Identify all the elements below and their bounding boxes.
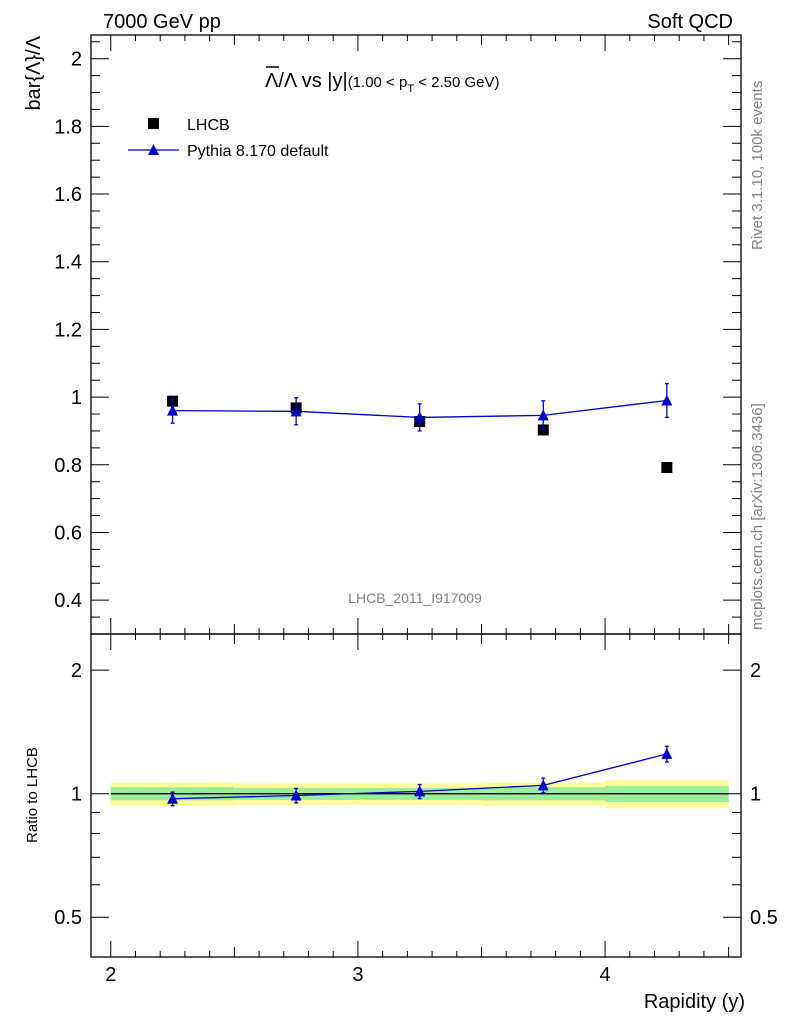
analysis-watermark: LHCB_2011_I917009 [348,590,482,606]
main-title: Λ/Λ vs |y|(1.00 < pT < 2.50 GeV) [265,70,500,95]
ratio-ylabel: Ratio to LHCB [24,747,41,843]
ratio-pythia-point-0 [167,792,179,804]
ratio-ytick-label-right-1: 1 [750,784,761,806]
legend-marker-lhcb [148,118,159,129]
x-axis-label: Rapidity (y) [644,991,745,1013]
main-pythia-point-4 [661,394,673,406]
main-ytick-label-1: 0.6 [54,522,82,544]
header-right: Soft QCD [647,11,733,33]
main-ytick-label-7: 1.8 [54,116,82,138]
ratio-ytick-label-right-2: 2 [750,660,761,682]
main-pythia-point-3 [537,409,549,421]
main-ytick-label-8: 2 [71,49,82,71]
main-ylabel: bar{Λ}/Λ [23,35,45,110]
ratio-pythia-point-1 [290,789,302,801]
rivet-label: Rivet 3.1.10, 100k events [749,81,766,250]
mcplots-label: mcplots.cern.ch [arXiv:1306.3436] [749,403,766,630]
main-ytick-label-5: 1.4 [54,252,82,274]
ratio-panel-frame [90,633,742,958]
main-pythia-point-0 [167,404,179,416]
title-over-lambda: /Λ vs |y| [278,70,347,92]
ratio-pythia-point-3 [537,779,549,791]
ratio-ytick-label-right-0: 0.5 [750,907,778,929]
main-ytick-label-3: 1 [71,387,82,409]
legend-label-pythia: Pythia 8.170 default [187,143,329,160]
x-tick-label-0: 2 [105,964,116,986]
legend: LHCB Pythia 8.170 default [128,117,329,160]
ratio-pythia-point-2 [414,785,426,797]
legend-label-lhcb: LHCB [187,117,230,134]
ratio-ytick-label-left-0: 0.5 [54,907,82,929]
main-lhcb-point-4 [661,461,673,473]
main-ytick-label-4: 1.2 [54,319,82,341]
main-pythia-point-2 [414,411,426,423]
ratio-pythia-point-4 [661,747,673,759]
header-left: 7000 GeV pp [103,11,221,33]
main-pythia-point-1 [290,405,302,417]
x-tick-label-2: 4 [600,964,611,986]
ratio-ytick-label-left-1: 1 [71,784,82,806]
legend-marker-pythia [148,144,159,155]
main-ytick-label-0: 0.4 [54,590,82,612]
main-ytick-label-6: 1.6 [54,184,82,206]
title-cut-open: (1.00 < p [348,74,408,91]
main-ytick-label-2: 0.8 [54,455,82,477]
x-tick-label-1: 3 [352,964,363,986]
title-lambda-bar: Λ [265,70,279,92]
ratio-ytick-label-left-2: 2 [71,660,82,682]
title-cut-close: < 2.50 GeV) [414,74,499,91]
title-cut-sub: T [407,83,414,95]
